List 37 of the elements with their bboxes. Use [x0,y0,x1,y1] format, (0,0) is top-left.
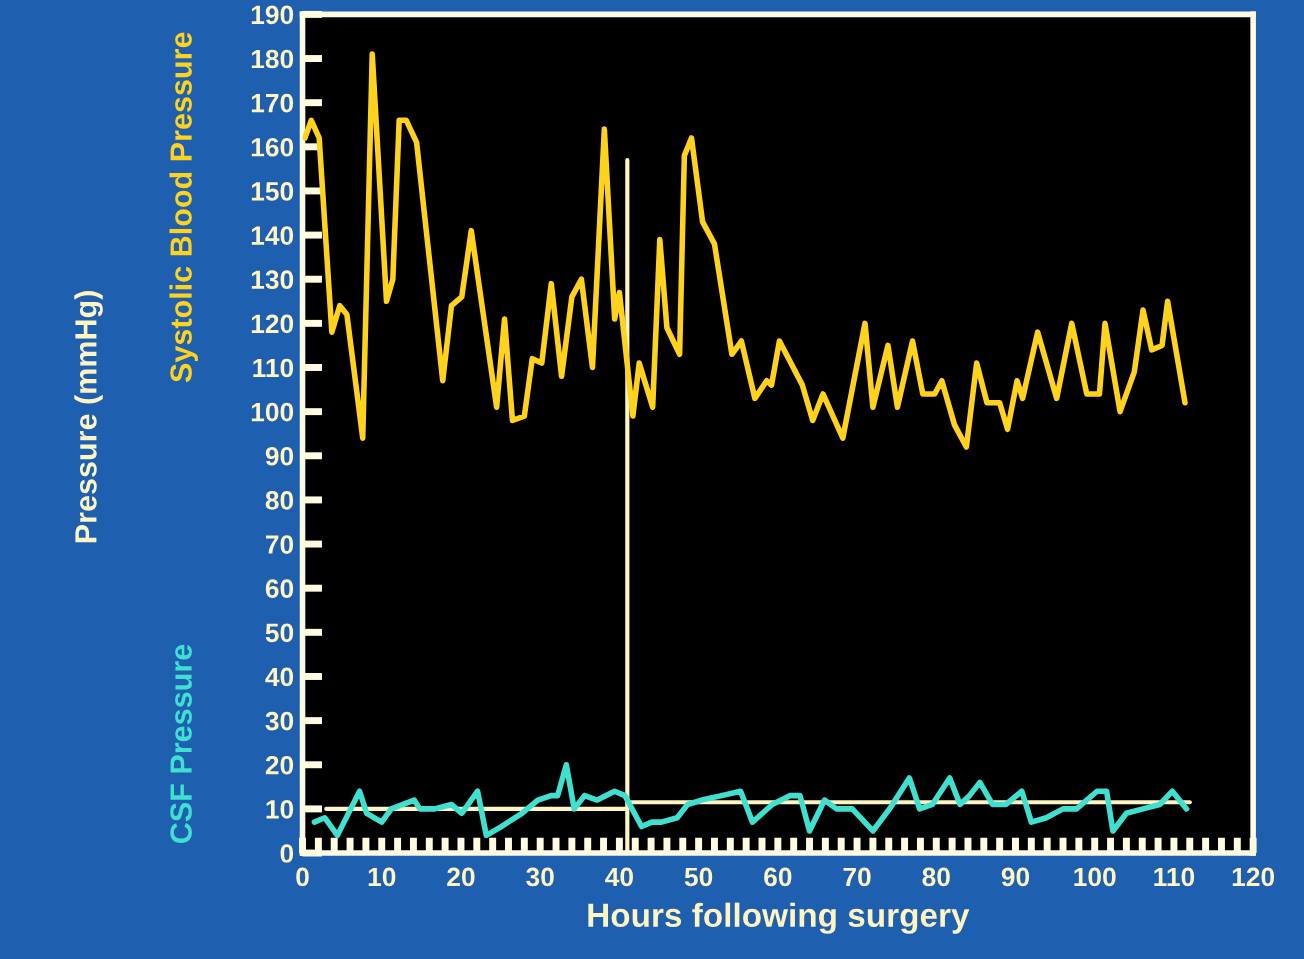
x-axis-title: Hours following surgery [588,902,970,934]
y-tick-label: 160 [251,137,294,157]
x-tick-label: 100 [1074,867,1116,887]
y-tick-label: 40 [265,667,294,687]
x-tick-label: 40 [605,867,633,887]
x-tick-label: 120 [1232,867,1275,887]
text: CSF Pressure [170,644,192,843]
x-tick-label: 20 [447,867,475,887]
y-tick-label: 70 [265,535,294,554]
x-tick-label: 30 [526,867,554,887]
y-tick-label: 190 [251,5,294,25]
text: Systolic Blood Pressure [169,32,198,383]
x-tick-label: 60 [764,867,792,887]
x-tick-label: 0 [296,867,309,887]
y-tick-label: 150 [251,182,294,201]
y-tick-label: 0 [280,844,294,863]
y-tick-label: 90 [265,446,294,466]
y-tick-label: 120 [251,314,294,334]
x-tick-label: 110 [1154,867,1195,887]
x-tick-label: 80 [922,867,950,887]
y-tick-label: 20 [265,755,294,775]
y-tick-label: 170 [251,93,294,113]
y-tick-label: 30 [265,711,294,731]
y-tick-label: 80 [265,491,294,510]
y-axis-title: Pressure (mmHg) [74,291,103,543]
y-tick-label: 110 [253,358,294,378]
x-tick-label: 50 [684,867,713,887]
y-tick-label: 180 [251,49,294,69]
y-tick-label: 10 [266,800,294,819]
y-tick-label: 100 [251,402,294,422]
x-tick-label: 10 [368,867,396,887]
y-tick-label: 60 [265,579,294,599]
y-tick-label: 50 [265,623,294,643]
y-tick-label: 140 [251,226,294,245]
y-tick-label: 130 [251,270,294,290]
x-tick-label: 70 [843,867,871,887]
x-tick-label: 90 [1001,867,1030,887]
